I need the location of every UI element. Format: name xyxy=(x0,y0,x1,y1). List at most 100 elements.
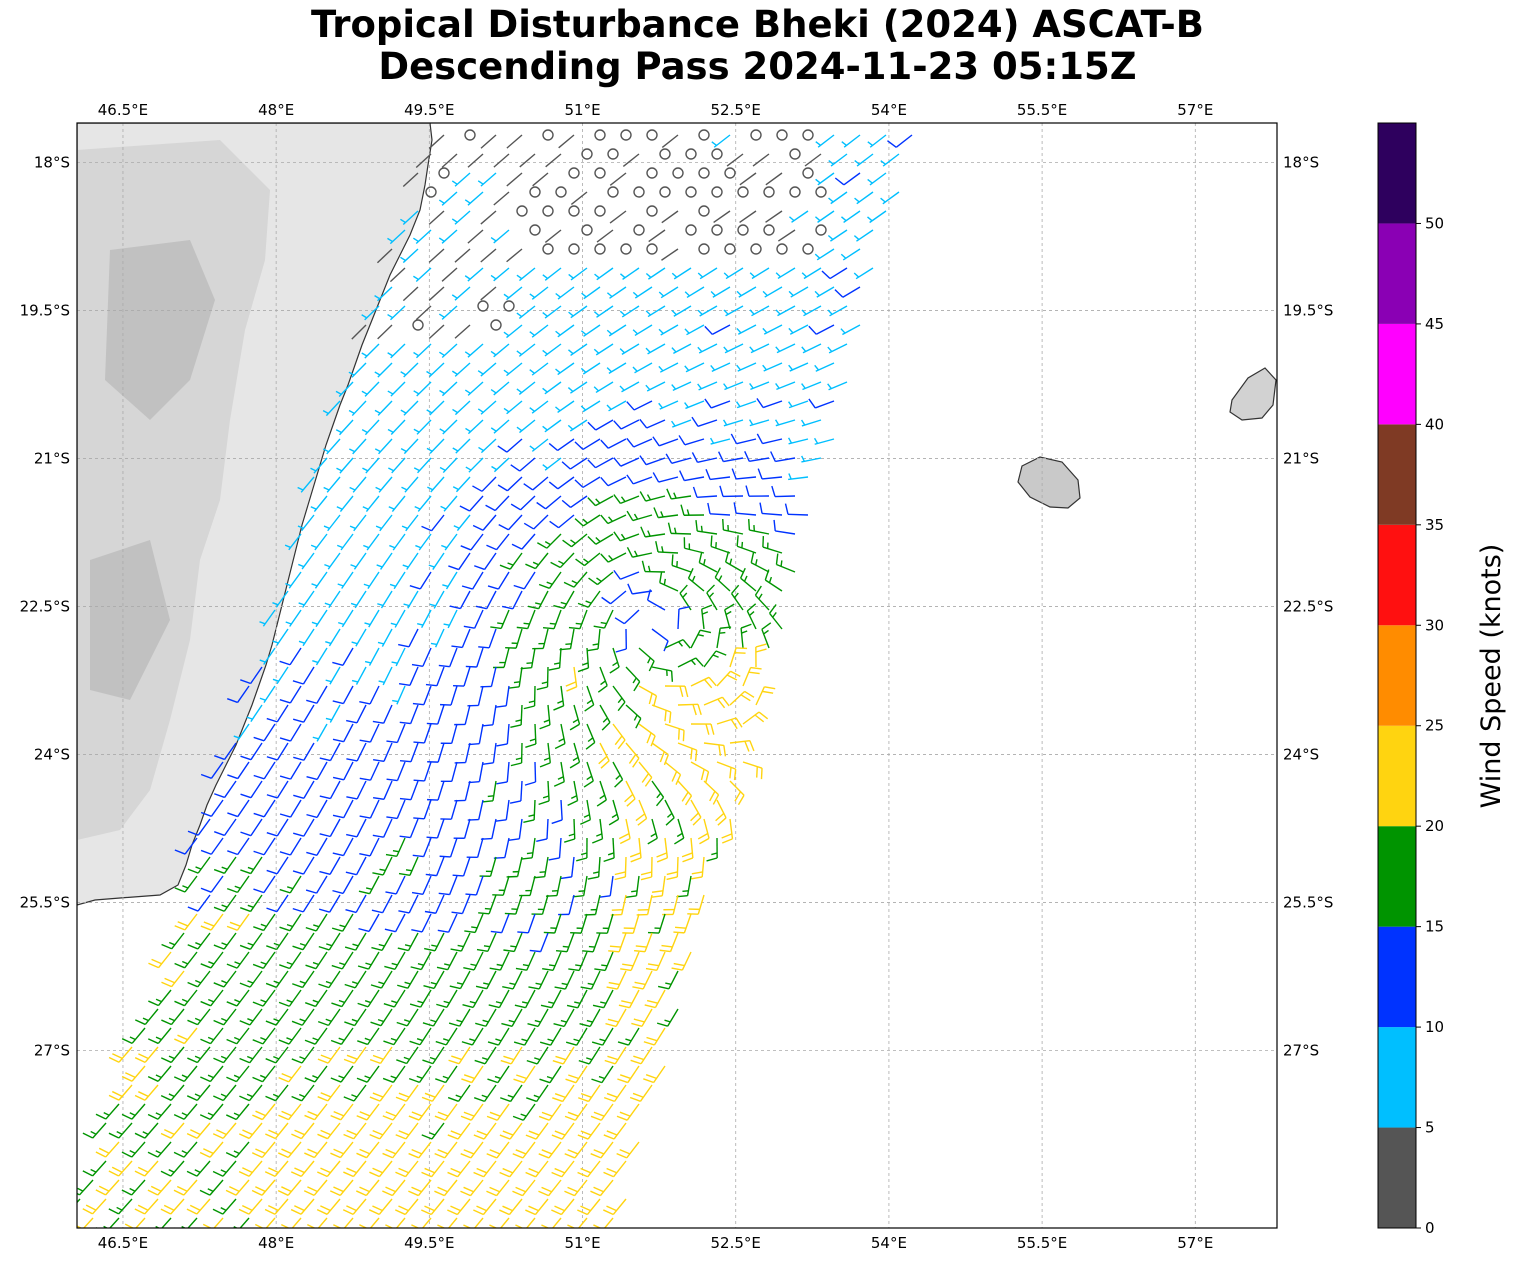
wind-barb xyxy=(318,932,341,951)
barb-half-feather xyxy=(349,486,356,491)
barb-full-feather xyxy=(251,1189,263,1196)
barb-full-feather xyxy=(594,968,606,972)
barb-staff xyxy=(429,438,445,454)
wind-barb xyxy=(527,590,549,610)
barb-full-feather xyxy=(187,944,199,950)
barb-staff xyxy=(789,362,809,372)
wind-barb xyxy=(529,362,549,376)
wind-barb xyxy=(428,324,445,340)
barb-staff xyxy=(661,875,666,896)
barb-staff xyxy=(441,267,458,282)
barb-full-feather xyxy=(200,1038,211,1045)
barb-half-feather xyxy=(633,714,638,721)
barb-half-feather xyxy=(673,527,677,534)
barb-full-feather xyxy=(641,773,650,783)
barb-staff xyxy=(776,381,796,391)
wind-barb xyxy=(200,875,224,893)
barb-staff xyxy=(262,1027,276,1045)
wind-barb xyxy=(387,381,406,397)
wind-barb xyxy=(316,1198,341,1215)
barb-full-feather xyxy=(372,834,384,838)
barb-staff xyxy=(531,286,549,300)
barb-staff xyxy=(664,837,669,858)
barb-half-feather xyxy=(440,505,447,510)
barb-full-feather xyxy=(588,577,598,586)
barb-staff xyxy=(829,305,848,317)
barb-staff xyxy=(523,1065,536,1084)
barb-staff xyxy=(579,609,588,629)
barb-full-feather xyxy=(523,705,535,710)
barb-half-feather xyxy=(600,1001,607,1004)
calm-wind-circle xyxy=(776,243,788,255)
barb-staff xyxy=(737,324,757,335)
barb-staff xyxy=(276,818,289,837)
barb-full-feather xyxy=(306,813,318,819)
barb-staff xyxy=(352,1198,367,1215)
barb-full-feather xyxy=(538,1229,548,1234)
barb-full-feather xyxy=(359,1148,370,1155)
wind-barb xyxy=(277,1179,302,1196)
barb-full-feather xyxy=(538,1153,550,1159)
barb-half-feather xyxy=(168,941,176,946)
wind-barb xyxy=(639,491,666,502)
wind-barb xyxy=(371,932,393,952)
barb-staff xyxy=(366,533,380,551)
barb-half-feather xyxy=(363,544,370,549)
barb-staff xyxy=(842,286,861,298)
wind-barb xyxy=(82,1160,107,1177)
barb-half-feather xyxy=(768,576,773,583)
wind-barb xyxy=(729,690,755,706)
barb-half-feather xyxy=(233,1112,240,1117)
barb-staff xyxy=(544,267,562,281)
barb-full-feather xyxy=(631,1022,643,1027)
wind-barb xyxy=(480,286,497,301)
wind-barb xyxy=(428,552,445,570)
wind-barb xyxy=(371,894,393,914)
barb-staff xyxy=(248,1160,263,1177)
barb-half-feather xyxy=(374,295,381,300)
barb-staff xyxy=(369,761,380,781)
wind-barb xyxy=(698,551,718,573)
barb-staff xyxy=(535,1122,549,1140)
barb-full-feather xyxy=(515,1186,526,1193)
barb-half-feather xyxy=(439,466,446,471)
barb-staff xyxy=(638,647,655,662)
barb-staff xyxy=(856,229,874,242)
barb-half-feather xyxy=(558,560,565,565)
barb-half-feather xyxy=(233,1036,241,1041)
wind-barb xyxy=(199,1179,224,1196)
barb-half-feather xyxy=(567,387,574,393)
barb-half-feather xyxy=(299,980,306,985)
barb-staff xyxy=(303,704,315,723)
barb-full-feather xyxy=(359,739,371,743)
barb-staff xyxy=(390,305,406,321)
barb-full-feather xyxy=(618,1004,630,1009)
barb-half-feather xyxy=(631,890,638,893)
barb-full-feather xyxy=(481,800,494,803)
barb-staff xyxy=(459,970,471,989)
barb-half-feather xyxy=(391,661,398,664)
barb-staff xyxy=(380,552,393,570)
wind-barb xyxy=(658,400,679,410)
barb-staff xyxy=(367,1027,380,1045)
barb-full-feather xyxy=(655,541,659,553)
barb-staff xyxy=(448,875,458,895)
barb-full-feather xyxy=(200,887,212,893)
barb-staff xyxy=(557,476,575,490)
barb-full-feather xyxy=(587,421,597,431)
barb-staff xyxy=(491,818,497,839)
barb-half-feather xyxy=(351,1094,358,1098)
barb-staff xyxy=(250,666,263,684)
barb-staff xyxy=(302,666,315,685)
barb-half-feather xyxy=(195,979,202,984)
barb-staff xyxy=(629,989,640,1008)
barb-half-feather xyxy=(600,680,606,686)
wind-barb xyxy=(108,1046,133,1063)
wind-barb xyxy=(594,129,606,141)
barb-half-feather xyxy=(595,498,601,504)
barb-full-feather xyxy=(682,730,685,742)
barb-staff xyxy=(301,1008,315,1026)
barb-full-feather xyxy=(317,1020,329,1027)
barb-full-feather xyxy=(756,766,758,778)
wind-barb xyxy=(474,552,497,571)
